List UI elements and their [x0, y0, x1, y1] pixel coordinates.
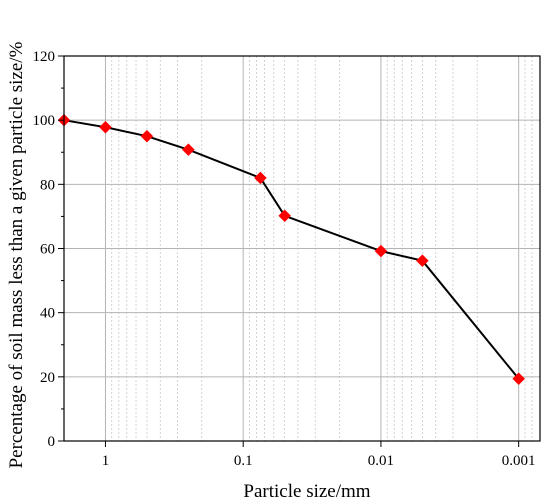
series-line — [63, 119, 520, 380]
grid — [64, 55, 540, 442]
data-point — [140, 129, 154, 143]
y-tick-label: 100 — [33, 113, 56, 129]
data-point — [182, 143, 195, 157]
x-tick-label: 1 — [102, 453, 110, 469]
x-tick-label: 0.1 — [234, 453, 253, 469]
y-tick-label: 0 — [48, 434, 56, 450]
series-layer — [57, 113, 526, 386]
data-point — [512, 372, 526, 386]
x-tick-label: 0.01 — [368, 453, 394, 469]
data-point — [374, 244, 388, 258]
data-point — [99, 120, 112, 134]
y-tick-label: 20 — [40, 370, 55, 386]
y-axis-title: Percentage of soil mass less than a give… — [6, 41, 27, 468]
data-point — [416, 254, 429, 268]
x-axis-title: Particle size/mm — [243, 481, 370, 502]
y-tick-label: 40 — [40, 306, 55, 322]
data-point — [278, 209, 292, 223]
y-tick-label: 120 — [33, 49, 56, 65]
axes-ticks: 0 20 40 60 80 100 120 1 0.1 0.01 0.001 — [33, 49, 536, 469]
y-tick-label: 60 — [40, 242, 55, 258]
data-point — [254, 171, 267, 185]
y-tick-label: 80 — [40, 177, 55, 193]
x-tick-label: 0.001 — [502, 453, 536, 469]
